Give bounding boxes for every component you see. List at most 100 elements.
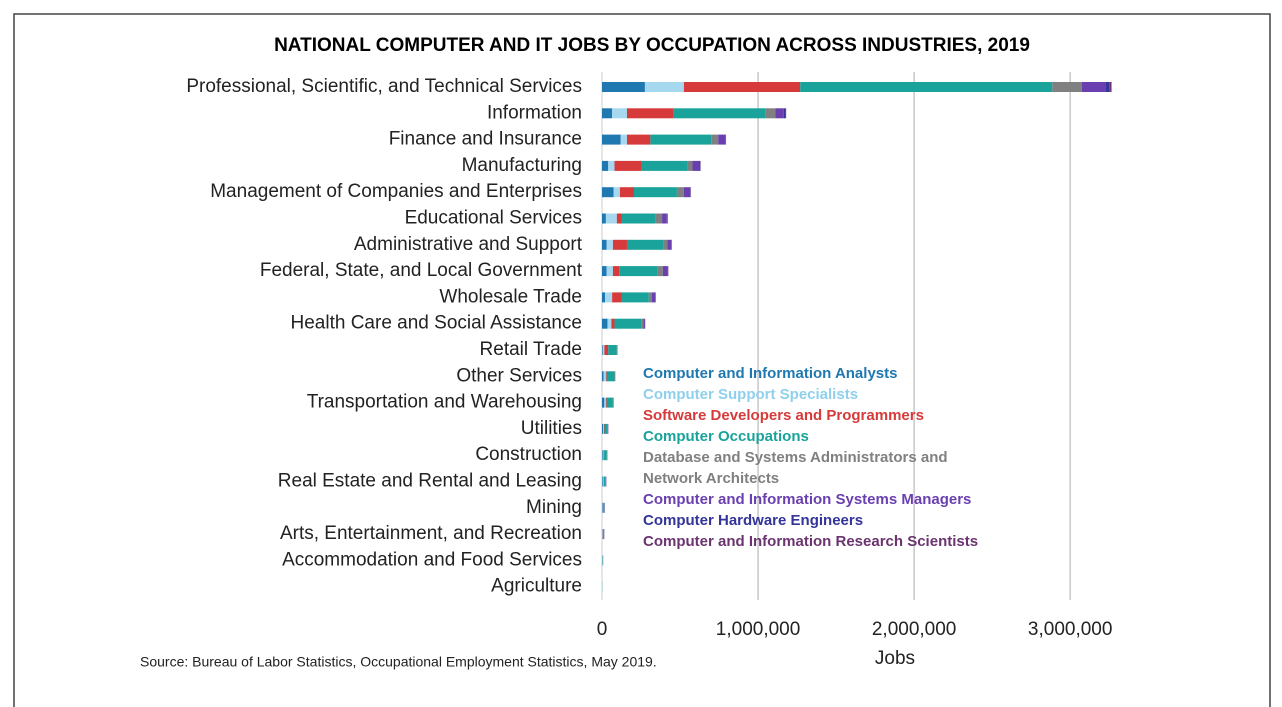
bar-segment xyxy=(604,450,607,461)
y-tick-label: Educational Services xyxy=(405,208,582,229)
bar-segment xyxy=(699,160,701,171)
y-tick-label: Information xyxy=(487,102,582,123)
bar-segment xyxy=(602,292,606,303)
bar-segment xyxy=(626,239,664,250)
x-tick-label: 3,000,000 xyxy=(1028,619,1113,640)
y-tick-label: Federal, State, and Local Government xyxy=(260,260,583,281)
bar-segment xyxy=(650,134,712,145)
bar-segment xyxy=(603,476,606,487)
bar-segment xyxy=(783,108,786,119)
y-tick-label: Arts, Entertainment, and Recreation xyxy=(280,523,582,544)
bar-segment xyxy=(1052,82,1082,92)
chart-title: NATIONAL COMPUTER AND IT JOBS BY OCCUPAT… xyxy=(274,35,1030,56)
bar-segment xyxy=(633,187,677,198)
legend-entry: Computer and Information Analysts xyxy=(643,365,897,382)
legend-entry: Software Developers and Programmers xyxy=(643,407,924,424)
y-tick-label: Accommodation and Food Services xyxy=(282,549,582,570)
bar-segment xyxy=(621,292,649,303)
bar-segment xyxy=(606,266,613,277)
y-tick-label: Agriculture xyxy=(491,576,582,597)
legend-entry: Computer Occupations xyxy=(643,428,809,445)
bar-segment xyxy=(718,134,726,145)
x-tick-label: 2,000,000 xyxy=(872,619,957,640)
x-axis-label: Jobs xyxy=(875,648,915,669)
bar-segment xyxy=(602,108,613,119)
bar-segment xyxy=(666,213,668,224)
bar-segment xyxy=(673,108,766,119)
bar-segment xyxy=(603,502,605,513)
bar-segment xyxy=(602,213,606,224)
bar-segment xyxy=(602,318,608,329)
bar-segment xyxy=(611,318,615,329)
bar-segment xyxy=(602,345,603,355)
bar-segment xyxy=(644,82,684,92)
y-tick-label: Other Services xyxy=(456,365,582,386)
legend-entry: Database and Systems Administrators and N… xyxy=(643,449,948,487)
bar-segment xyxy=(775,108,784,119)
bar-segment xyxy=(604,423,608,434)
bar-segment xyxy=(605,292,613,303)
bar-segment xyxy=(603,529,605,540)
bar-segment xyxy=(800,82,1053,92)
bar-segment xyxy=(626,108,674,119)
bar-segment xyxy=(606,239,613,250)
bar-segment xyxy=(602,134,621,145)
y-tick-label: Administrative and Support xyxy=(354,234,583,255)
bar-segment xyxy=(602,423,604,434)
bar-segment xyxy=(662,213,667,224)
bar-segment xyxy=(607,318,612,329)
bar-segment xyxy=(683,82,801,92)
bar-segment xyxy=(621,213,656,224)
bar-segment xyxy=(1105,82,1110,92)
bar-segment xyxy=(616,213,622,224)
bar-segment xyxy=(608,345,617,355)
bar-segment xyxy=(655,213,663,224)
bar-segment xyxy=(648,292,652,303)
bar-segment xyxy=(602,476,603,487)
y-tick-label: Wholesale Trade xyxy=(439,286,582,307)
bar-segment xyxy=(641,318,644,329)
bar-segment xyxy=(602,450,604,461)
bar-segment xyxy=(667,239,672,250)
y-tick-label: Construction xyxy=(475,444,582,465)
bar-segment xyxy=(602,239,607,250)
bar-segment xyxy=(605,371,607,382)
bar-segment xyxy=(602,476,604,487)
bar-segment xyxy=(620,134,627,145)
bar-segment xyxy=(605,397,607,408)
y-tick-label: Real Estate and Rental and Leasing xyxy=(278,471,582,492)
x-tick-label: 1,000,000 xyxy=(716,619,801,640)
x-tick-label: 0 xyxy=(597,619,608,640)
legend-entry: Computer Hardware Engineers xyxy=(643,512,863,529)
bar-segment xyxy=(657,266,663,277)
bar-segment xyxy=(603,371,606,382)
bar-segment xyxy=(613,187,620,198)
frame xyxy=(13,13,1271,707)
bar-segment xyxy=(602,345,605,355)
bar-segment xyxy=(1081,82,1106,92)
bar-segment xyxy=(612,292,622,303)
bar-segment xyxy=(606,371,615,382)
bar-segment xyxy=(643,318,645,329)
bar-segment xyxy=(676,187,684,198)
bar-segment xyxy=(765,108,776,119)
bar-segment xyxy=(602,397,605,408)
bar-segment xyxy=(602,82,645,92)
y-tick-label: Utilities xyxy=(521,418,582,439)
y-tick-label: Transportation and Warehousing xyxy=(307,392,582,413)
bar-segment xyxy=(602,187,614,198)
y-tick-label: Professional, Scientific, and Technical … xyxy=(186,76,582,97)
y-tick-label: Finance and Insurance xyxy=(389,129,582,150)
bar-segment xyxy=(608,160,615,171)
bar-segment xyxy=(602,160,609,171)
legend-entry: Computer Support Specialists xyxy=(643,386,858,403)
bar-segment xyxy=(662,266,668,277)
source-note: Source: Bureau of Labor Statistics, Occu… xyxy=(140,654,657,670)
bar-segment xyxy=(612,239,627,250)
bar-segment xyxy=(602,371,604,382)
bar-segment xyxy=(602,266,607,277)
bar-segment xyxy=(692,160,700,171)
bar-segment xyxy=(605,213,617,224)
bar-segment xyxy=(603,423,605,434)
